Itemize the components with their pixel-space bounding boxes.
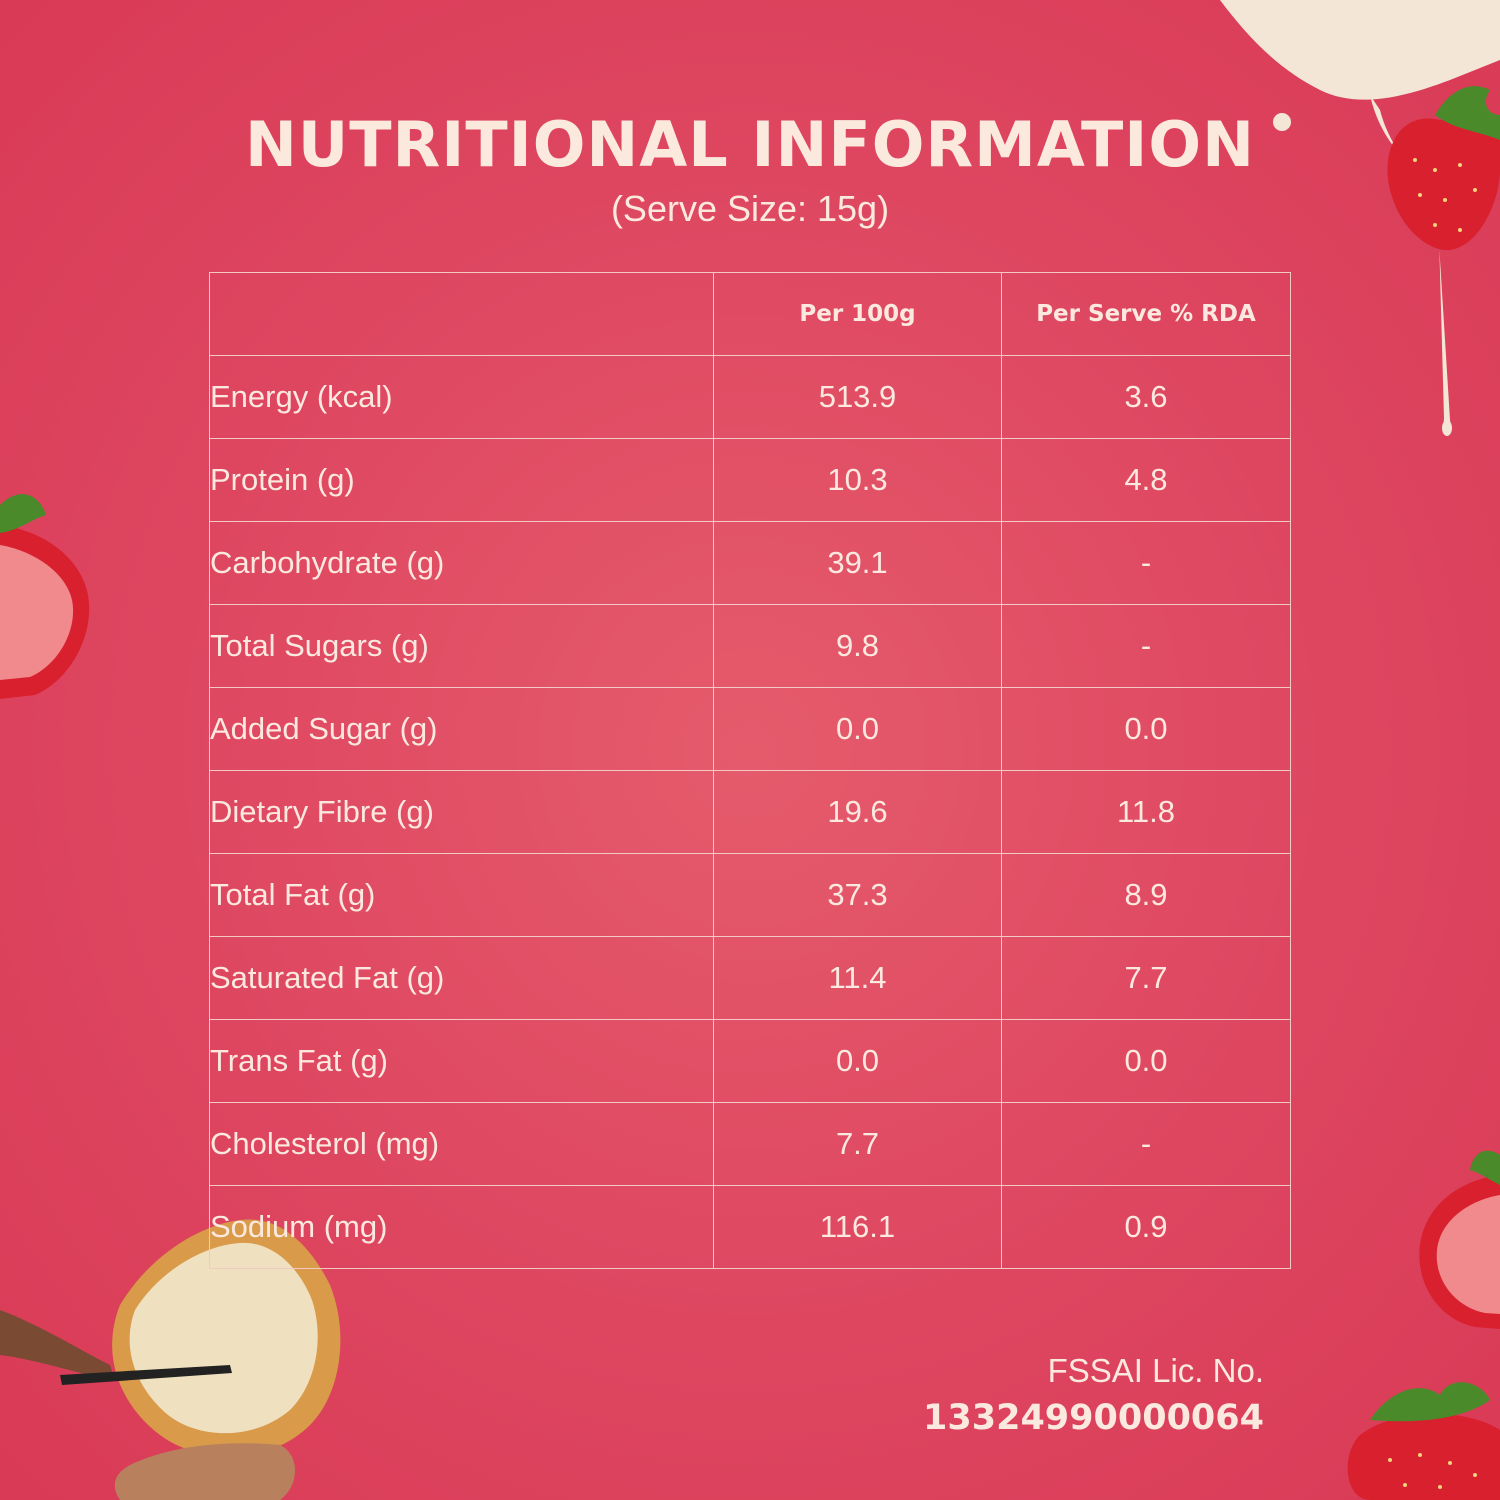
per-serve-rda-value: - <box>1001 604 1291 688</box>
table-row: Protein (g) 10.3 4.8 <box>209 438 1291 522</box>
strawberry-icon <box>1387 86 1500 251</box>
table-header-row: Per 100g Per Serve % RDA <box>209 272 1291 356</box>
nutrient-name: Carbohydrate (g) <box>209 521 714 605</box>
column-header-per-serve-rda: Per Serve % RDA <box>1001 272 1291 356</box>
per-100g-value: 37.3 <box>713 853 1002 937</box>
strawberry-icon <box>1419 1150 1500 1329</box>
per-serve-rda-value: 8.9 <box>1001 853 1291 937</box>
toast-hand-icon <box>0 1219 341 1500</box>
table-row: Cholesterol (mg) 7.7- <box>209 1102 1291 1186</box>
per-100g-value: 7.7 <box>713 1102 1002 1186</box>
table-row: Total Sugars (g) 9.8- <box>209 604 1291 688</box>
nutrient-name: Protein (g) <box>209 438 714 522</box>
per-serve-rda-value: 0.9 <box>1001 1185 1291 1269</box>
nutrient-name: Dietary Fibre (g) <box>209 770 714 854</box>
table-row: Dietary Fibre (g) 19.6 11.8 <box>209 770 1291 854</box>
nutrient-name: Trans Fat (g) <box>209 1019 714 1103</box>
per-100g-value: 116.1 <box>713 1185 1002 1269</box>
per-100g-value: 0.0 <box>713 687 1002 771</box>
strawberry-icon <box>1347 1382 1500 1500</box>
per-100g-value: 11.4 <box>713 936 1002 1020</box>
nutrient-name: Total Fat (g) <box>209 853 714 937</box>
table-row: Trans Fat (g) 0.0 0.0 <box>209 1019 1291 1103</box>
fssai-number: 13324990000064 <box>923 1398 1264 1438</box>
nutrient-name: Total Sugars (g) <box>209 604 714 688</box>
per-serve-rda-value: 3.6 <box>1001 355 1291 439</box>
column-header-nutrient <box>209 272 714 356</box>
nutrient-name: Cholesterol (mg) <box>209 1102 714 1186</box>
per-serve-rda-value: 0.0 <box>1001 1019 1291 1103</box>
per-100g-value: 513.9 <box>713 355 1002 439</box>
table-row: Total Fat (g) 37.3 8.9 <box>209 853 1291 937</box>
table-row: Added Sugar (g) 0.0 0.0 <box>209 687 1291 771</box>
per-100g-value: 9.8 <box>713 604 1002 688</box>
page-title: NUTRITIONAL INFORMATION <box>245 108 1255 181</box>
per-serve-rda-value: - <box>1001 1102 1291 1186</box>
per-serve-rda-value: 7.7 <box>1001 936 1291 1020</box>
serve-size: (Serve Size: 15g) <box>610 188 890 229</box>
fssai-license: FSSAI Lic. No. 13324990000064 <box>923 1352 1264 1438</box>
per-100g-value: 19.6 <box>713 770 1002 854</box>
nutrient-name: Added Sugar (g) <box>209 687 714 771</box>
nutrition-table: Per 100g Per Serve % RDA Energy (kcal) 51… <box>209 272 1291 1269</box>
table-row: Sodium (mg) 116.1 0.9 <box>209 1185 1291 1269</box>
nutrient-name: Energy (kcal) <box>209 355 714 439</box>
per-serve-rda-value: 0.0 <box>1001 687 1291 771</box>
table-row: Energy (kcal) 513.9 3.6 <box>209 355 1291 439</box>
per-100g-value: 0.0 <box>713 1019 1002 1103</box>
per-serve-rda-value: 4.8 <box>1001 438 1291 522</box>
table-row: Saturated Fat (g) 11.4 7.7 <box>209 936 1291 1020</box>
strawberry-icon <box>0 494 90 699</box>
column-header-per-100g: Per 100g <box>713 272 1002 356</box>
per-serve-rda-value: 11.8 <box>1001 770 1291 854</box>
per-100g-value: 39.1 <box>713 521 1002 605</box>
fssai-label: FSSAI Lic. No. <box>1047 1352 1264 1389</box>
nutrient-name: Saturated Fat (g) <box>209 936 714 1020</box>
per-serve-rda-value: - <box>1001 521 1291 605</box>
nutrient-name: Sodium (mg) <box>209 1185 714 1269</box>
table-row: Carbohydrate (g) 39.1- <box>209 521 1291 605</box>
per-100g-value: 10.3 <box>713 438 1002 522</box>
